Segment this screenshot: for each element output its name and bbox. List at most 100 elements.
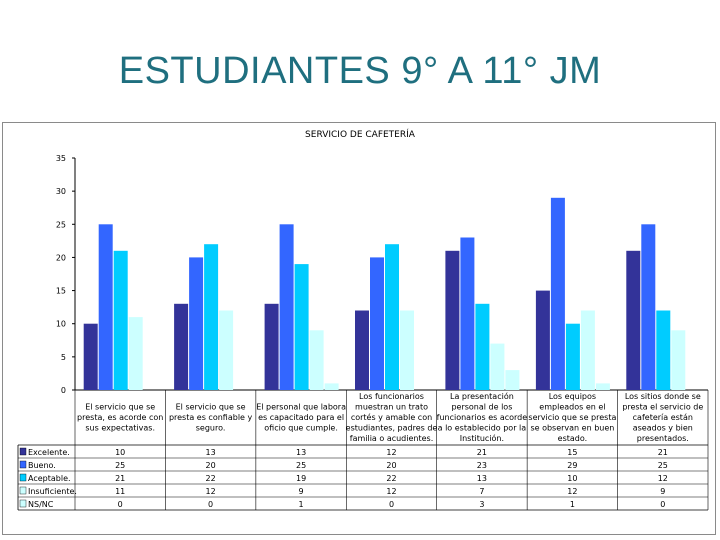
bar xyxy=(460,237,475,390)
bar xyxy=(580,310,595,390)
bar xyxy=(400,310,414,390)
bar xyxy=(370,257,384,390)
legend-key xyxy=(19,473,27,482)
category-label: presta el servicio de xyxy=(622,403,703,412)
category-label: Los funcionarios xyxy=(359,392,424,401)
table-cell: 10 xyxy=(567,474,577,483)
legend-key xyxy=(19,460,27,469)
category-label: funcionarios es acorde xyxy=(437,413,528,422)
bar xyxy=(445,250,460,390)
bar xyxy=(128,317,143,390)
legend-label: Insuficiente. xyxy=(28,487,77,496)
bar xyxy=(355,310,369,390)
table-cell: 22 xyxy=(206,474,216,483)
bar xyxy=(294,264,309,390)
category-label: cafetería están xyxy=(633,413,693,422)
bar xyxy=(98,224,113,390)
table-cell: 11 xyxy=(115,487,125,496)
category-label: El servicio que se xyxy=(176,403,246,412)
bar xyxy=(671,330,686,390)
category-label: estudiantes, padres de xyxy=(346,424,438,433)
y-tick-label: 5 xyxy=(61,353,66,362)
bar xyxy=(656,310,671,390)
table-cell: 21 xyxy=(477,448,487,457)
bar xyxy=(189,257,204,390)
category-label: Los equipos xyxy=(549,392,596,401)
table-cell: 12 xyxy=(386,487,396,496)
legend-label: Excelente. xyxy=(28,448,70,457)
bar xyxy=(113,250,128,390)
category-label: se observan en buen xyxy=(530,424,614,433)
category-label: Institución. xyxy=(460,433,504,443)
bar xyxy=(490,343,505,390)
table-cell: 21 xyxy=(115,474,125,483)
y-tick-label: 0 xyxy=(61,386,66,395)
legend-key xyxy=(19,499,27,508)
table-cell: 12 xyxy=(206,487,216,496)
category-label: muestran un trato xyxy=(355,403,428,412)
category-label: servicio que se presta xyxy=(528,413,616,422)
bar xyxy=(550,197,565,390)
table-cell: 0 xyxy=(660,500,665,509)
bar xyxy=(204,244,219,390)
bar xyxy=(309,330,324,390)
legend-key xyxy=(19,447,27,456)
category-label: presentados. xyxy=(637,434,689,443)
bar xyxy=(595,383,610,390)
bar xyxy=(279,224,294,390)
table-cell: 21 xyxy=(658,448,668,457)
table-cell: 9 xyxy=(299,487,304,496)
category-label: La presentación xyxy=(450,391,514,401)
bar xyxy=(83,323,98,390)
category-label: es capacitado para el xyxy=(258,413,344,422)
table-cell: 13 xyxy=(296,448,306,457)
category-label: presta es confiable y xyxy=(169,413,253,422)
legend-label: Bueno. xyxy=(28,461,56,470)
category-label: sus expectativas. xyxy=(85,424,155,433)
table-cell: 12 xyxy=(567,487,577,496)
table-cell: 3 xyxy=(479,500,484,509)
category-label: seguro. xyxy=(196,424,226,433)
bar xyxy=(264,303,279,390)
slide-title: ESTUDIANTES 9° A 11° JM xyxy=(118,50,602,92)
y-tick-label: 15 xyxy=(56,287,66,296)
y-tick-label: 25 xyxy=(56,220,66,229)
table-cell: 0 xyxy=(389,500,394,509)
category-label: cortés y amable con xyxy=(351,412,432,422)
legend-label: Aceptable. xyxy=(28,474,71,483)
y-tick-label: 30 xyxy=(56,187,66,196)
bar xyxy=(565,323,580,390)
category-label: aseados y bien xyxy=(633,424,693,433)
table-cell: 25 xyxy=(115,461,125,470)
bar xyxy=(219,310,234,390)
table-cell: 25 xyxy=(296,461,306,470)
bar xyxy=(535,290,550,390)
legend-label: NS/NC xyxy=(28,500,54,509)
bar xyxy=(641,224,656,390)
category-label: a lo establecido por la xyxy=(438,424,527,433)
table-cell: 1 xyxy=(570,500,575,509)
chart-title: SERVICIO DE CAFETERÍA xyxy=(305,130,415,140)
table-cell: 19 xyxy=(296,474,306,483)
table-cell: 13 xyxy=(477,474,487,483)
table-cell: 23 xyxy=(477,461,487,470)
table-cell: 13 xyxy=(206,448,216,457)
table-cell: 15 xyxy=(567,448,577,457)
category-label: El personal que labora xyxy=(256,403,346,412)
category-label: familia o acudientes. xyxy=(350,434,434,443)
legend-key xyxy=(19,486,27,495)
table-cell: 9 xyxy=(660,487,665,496)
category-label: oficio que cumple. xyxy=(264,424,338,433)
table-cell: 0 xyxy=(208,500,213,509)
table-cell: 20 xyxy=(206,461,216,470)
table-cell: 12 xyxy=(386,448,396,457)
table-cell: 10 xyxy=(115,448,125,457)
y-tick-label: 10 xyxy=(56,320,66,329)
table-cell: 22 xyxy=(386,474,396,483)
y-tick-label: 35 xyxy=(56,154,66,163)
table-cell: 25 xyxy=(658,461,668,470)
table-cell: 29 xyxy=(567,461,577,470)
